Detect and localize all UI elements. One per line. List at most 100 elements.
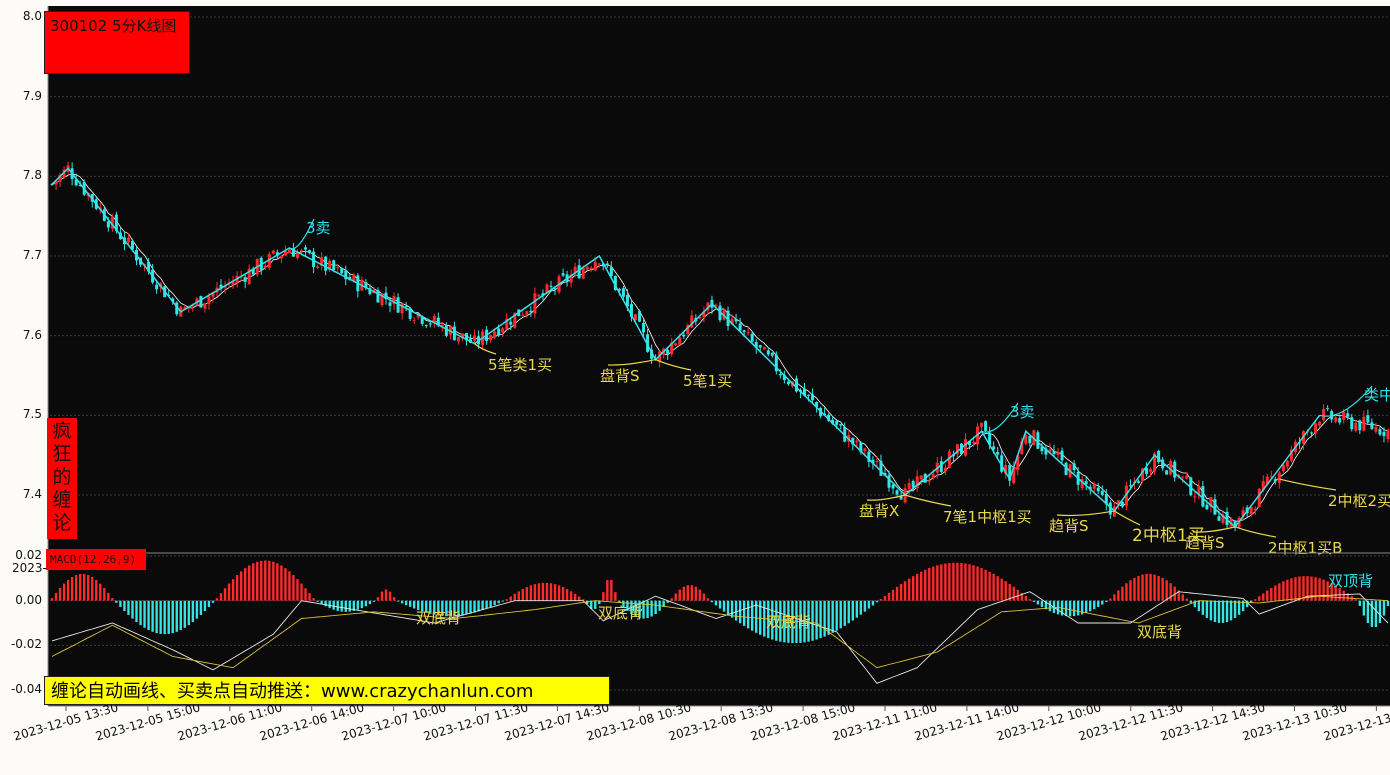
candle-body [243,277,247,282]
candle-body [899,495,903,500]
candle-body [1334,417,1338,422]
candle-body [493,331,497,338]
candle-body [251,268,255,275]
candle-body [308,250,312,254]
candle-body [1213,499,1217,515]
candle-body [698,316,702,319]
candle-body [545,284,549,293]
candle-body [428,323,432,325]
side-banner-char: 缠 [52,489,72,511]
candle-body [650,349,654,359]
candle-body [352,274,356,282]
promo-banner: 缠论自动画线、买卖点自动推送：www.crazychanlun.com [44,676,610,705]
candle-body [501,328,505,333]
candle-body [436,317,440,326]
candle-body [1165,470,1169,475]
candle-body [597,263,601,265]
candle-body [943,467,947,472]
candle-body [1285,460,1289,467]
truncated-date-label: 2023- [12,561,47,575]
candle-body [1362,416,1366,431]
candle-body [1181,476,1185,478]
candle-body [1269,476,1273,478]
candle-body [589,267,593,270]
price-tick-label: 7.8 [22,168,42,183]
candle-body [1072,463,1076,471]
macd-tick-label: 0.02 [15,548,42,562]
candle-body [1008,464,1012,481]
candle-body [1096,487,1100,492]
candle-body [887,475,891,488]
candle-body [440,324,444,326]
candle-body [967,440,971,445]
candle-body [456,337,460,342]
candle-body [1185,475,1189,479]
candle-body [762,347,766,350]
candle-body [984,421,988,431]
annotation-arrow [981,402,1019,433]
candle-body [464,333,468,341]
annotation-arrow [289,218,315,250]
candle-body [287,249,291,253]
candle-body [130,240,134,250]
candle-body [275,252,279,256]
candle-body [629,304,633,317]
candle-body [891,484,895,489]
macd-panel [50,560,1390,684]
candle-body [263,265,267,268]
candle-body [895,490,899,495]
candle-body [722,309,726,320]
candle-body [1141,468,1145,481]
macd-tick-label: -0.04 [10,682,42,696]
candle-body [473,335,477,341]
chanlun-stroke-lines [51,167,1321,529]
annotation-label: 7笔1中枢1买 [943,508,1032,526]
candle-body [742,330,746,333]
candle-body [384,292,388,300]
macd-annotation-label: 双底背 [766,613,811,631]
candle-body [1169,461,1173,475]
candle-body [1032,430,1036,445]
candle-body [621,288,625,297]
candle-body [1124,485,1128,506]
price-tick-label: 7.9 [22,88,42,103]
candle-body [525,311,529,315]
candle-body [1261,481,1265,490]
candle-body [521,314,525,316]
candle-body [199,296,203,308]
candle-body [537,294,541,297]
candle-body [74,179,78,186]
candle-body [1277,472,1281,483]
side-banner: 疯狂的缠论 [47,418,77,539]
candle-body [593,261,597,271]
candle-body [1145,467,1149,474]
candle-body [646,334,650,352]
candle-body [231,282,235,286]
candle-body [678,337,682,345]
candle-body [1273,479,1277,482]
candle-body [368,288,372,295]
candle-body [915,476,919,489]
macd-annotation-label: 双底背 [1137,623,1182,641]
annotation-arrow [1279,478,1337,491]
candle-body [714,304,718,306]
candle-body [183,307,187,310]
candle-body [332,260,336,270]
candle-body [1314,423,1318,434]
candle-body [207,296,211,304]
candle-body [62,169,66,178]
candle-body [529,310,533,313]
candle-body [1378,429,1382,435]
annotation-arrow [474,343,497,355]
macd-tick-label: -0.02 [10,637,42,652]
candle-body [1173,461,1177,478]
candle-body [147,261,151,272]
candle-body [110,216,114,229]
candle-body [1241,510,1245,517]
annotation-label: 类中 [1364,386,1390,404]
candle-body [211,292,215,297]
candle-body [585,266,589,270]
candle-body [1080,479,1084,488]
candle-body [638,311,642,322]
